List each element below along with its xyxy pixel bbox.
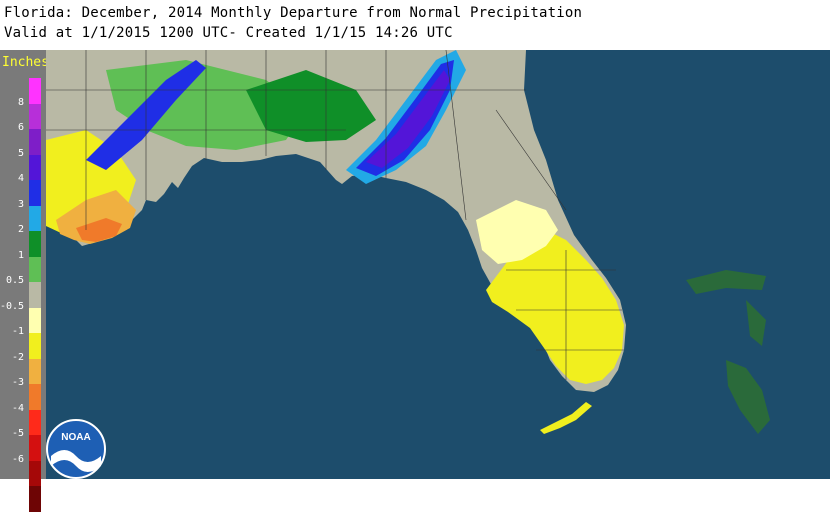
legend-swatch (29, 358, 41, 384)
wet-zone-center (246, 70, 376, 142)
legend-tick-label: 4 (17, 173, 24, 184)
noaa-logo-icon: NOAA (45, 418, 107, 480)
legend-tick-label: 0.5 (5, 275, 24, 286)
dry-zone-peninsula (486, 230, 624, 384)
legend-swatch (29, 103, 41, 129)
county-borders (46, 50, 624, 380)
legend-tick-label: -1 (11, 326, 24, 337)
legend-swatch (29, 256, 41, 282)
legend-swatch (29, 460, 41, 486)
wet-band-deep-blue (356, 60, 454, 176)
legend-unit-label: Inches (2, 55, 49, 70)
legend-tick-label: 8 (17, 96, 24, 108)
florida-keys (540, 402, 592, 434)
map-header: Florida: December, 2014 Monthly Departur… (0, 0, 830, 50)
legend-tick-label: 2 (17, 224, 24, 235)
legend-swatch (29, 409, 41, 435)
legend-tick-label: 5 (17, 147, 24, 159)
legend-swatch (29, 486, 41, 512)
legend-tick-label: 6 (17, 122, 24, 133)
legend-swatch (29, 384, 41, 410)
legend-tick-label: -4 (11, 402, 24, 414)
legend-tick-label: -6 (11, 453, 24, 465)
legend-swatch (29, 180, 41, 206)
legend-swatch (29, 205, 41, 231)
legend-swatch (29, 435, 41, 461)
bahamas-east (746, 300, 766, 346)
map-canvas (46, 50, 770, 434)
noaa-logo-text: NOAA (61, 432, 90, 443)
bahamas-north (686, 270, 766, 294)
color-legend: Inches 8 6 5 4 3 2 1 0.5 -0.5 -1 -2 -3 -4 -5 -6 -8 (0, 50, 49, 512)
legend-tick-label: -8 (11, 479, 24, 490)
bahamas-andros (726, 360, 770, 434)
legend-tick-label: -2 (11, 351, 24, 363)
map-validity: Valid at 1/1/2015 1200 UTC- Created 1/1/… (4, 25, 453, 41)
legend-swatch (29, 129, 41, 155)
legend-tick-label: -5 (11, 428, 24, 439)
legend-swatch (29, 307, 41, 333)
light-dry-zone (476, 200, 558, 264)
legend-swatch (29, 333, 41, 359)
orange-zone-gulf (76, 218, 122, 242)
legend-tick-label: -3 (11, 377, 24, 388)
legend-swatch (29, 78, 41, 104)
legend-tick-label: 3 (17, 198, 24, 210)
legend-tick-label: -0.5 (0, 300, 25, 312)
map-title: Florida: December, 2014 Monthly Departur… (4, 5, 583, 21)
legend-tick-label: 1 (17, 249, 24, 261)
legend-swatch (29, 154, 41, 180)
legend-swatch (29, 231, 41, 257)
precipitation-map (46, 50, 830, 479)
legend-swatch (29, 282, 41, 308)
wet-band-purple (366, 70, 450, 168)
